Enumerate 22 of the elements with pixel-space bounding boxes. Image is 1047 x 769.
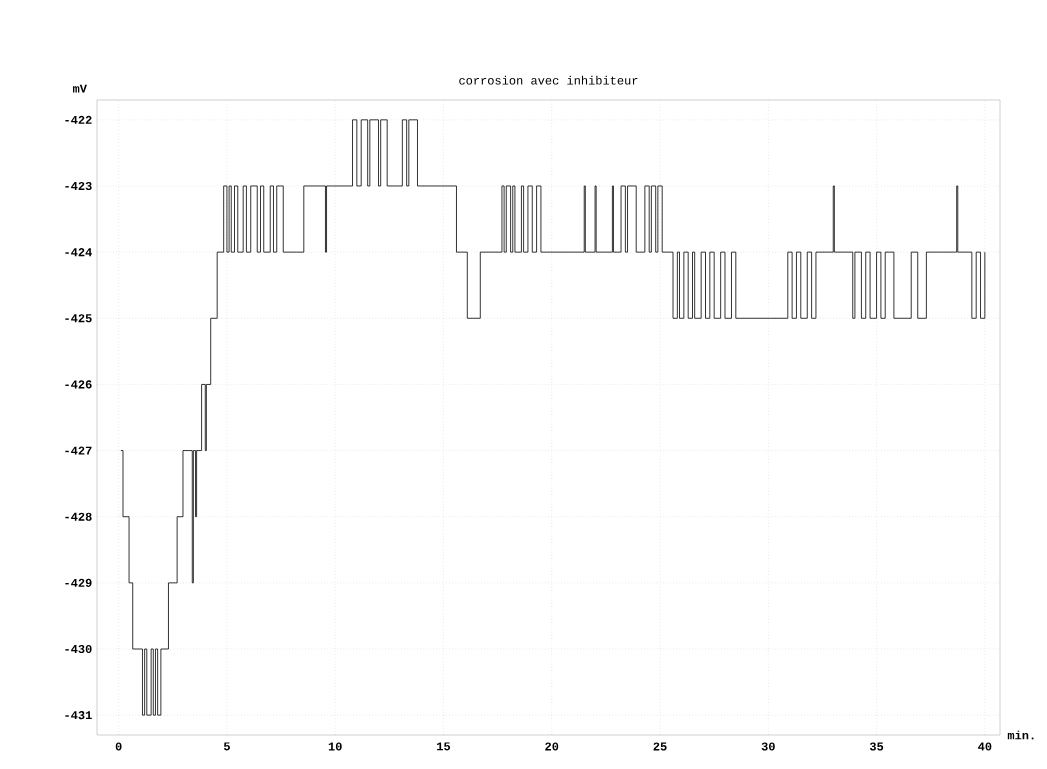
y-tick-label: -426 — [65, 380, 92, 389]
y-tick-label: -430 — [65, 644, 92, 654]
y-tick-label: -427 — [65, 446, 92, 455]
y-tick-label: -422 — [65, 115, 92, 124]
y-tick-label: -429 — [65, 578, 92, 587]
x-tick-label: 20 — [545, 742, 559, 751]
x-tick-label: 35 — [869, 742, 884, 751]
y-tick-label: -423 — [65, 181, 92, 191]
y-tick-label: -428 — [65, 512, 92, 521]
y-axis-title: mV — [72, 84, 87, 93]
x-tick-label: 5 — [223, 742, 230, 751]
x-tick-label: 40 — [978, 742, 992, 751]
y-tick-label: -425 — [65, 314, 92, 323]
y-tick-label: -431 — [65, 711, 92, 720]
x-tick-label: 25 — [653, 742, 667, 751]
x-tick-label: 30 — [761, 742, 775, 751]
x-tick-label: 10 — [328, 742, 342, 751]
x-tick-label: 15 — [437, 742, 451, 751]
y-tick-label: -424 — [65, 248, 92, 257]
chart-title: corrosion avec inhibiteur — [459, 75, 638, 85]
x-tick-label: 0 — [115, 742, 122, 751]
x-axis-title: min. — [1007, 730, 1034, 740]
